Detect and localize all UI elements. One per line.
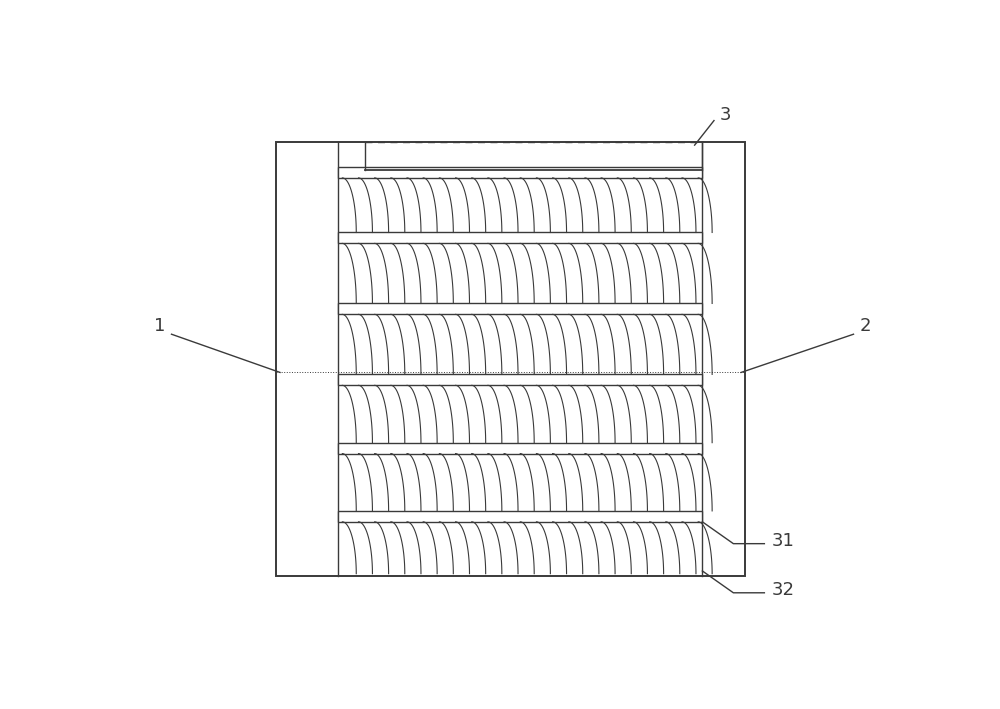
Text: 31: 31 [772,532,795,550]
Bar [338,442,702,454]
Bar [276,143,745,576]
Bar [338,167,702,178]
Text: 2: 2 [859,317,871,335]
Bar [338,511,702,522]
Text: 1: 1 [154,317,166,335]
Text: 32: 32 [772,581,795,599]
Bar [338,303,702,314]
Text: 3: 3 [720,106,731,124]
Bar [338,374,702,386]
Bar [338,233,702,243]
